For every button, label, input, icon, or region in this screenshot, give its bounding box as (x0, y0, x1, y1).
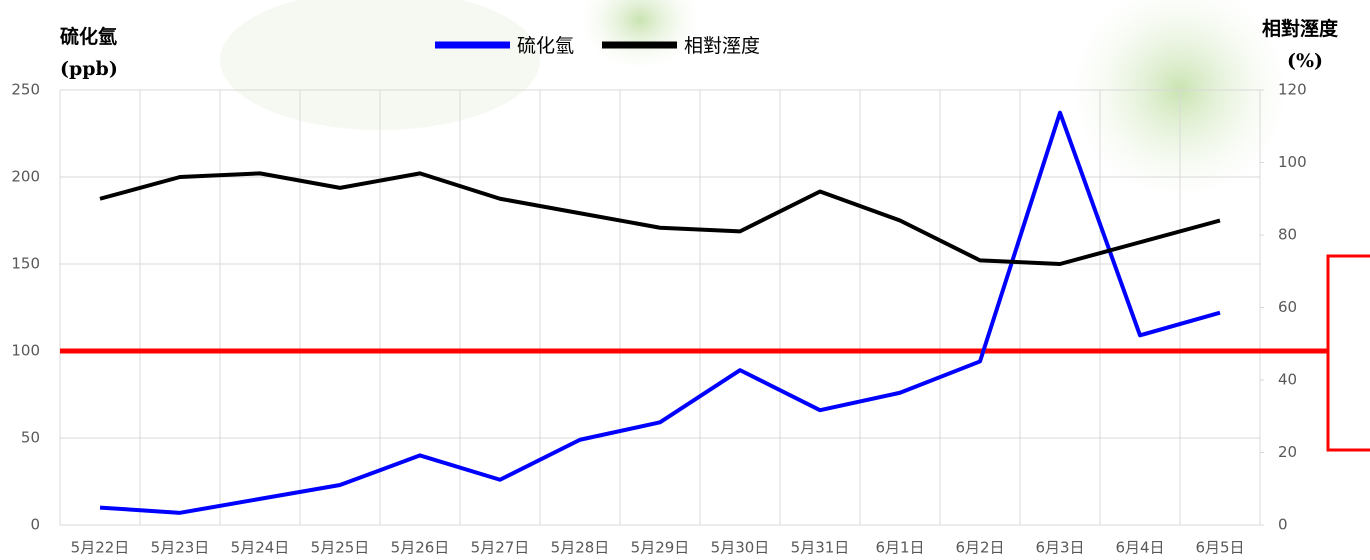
y2-tick-label: 40 (1278, 371, 1297, 389)
x-tick-label: 5月28日 (551, 539, 610, 557)
legend-label: 硫化氫 (517, 35, 574, 57)
chart: 硫化氫 (ppb) 相對溼度 (%) 0 50 100 150 200 250 0 20 40 6… (0, 0, 1370, 560)
x-tick-label: 5月22日 (71, 539, 130, 557)
x-tick-label: 5月24日 (231, 539, 290, 557)
legend-label: 相對溼度 (684, 35, 760, 57)
y-tick-label: 100 (11, 342, 40, 360)
x-tick-label: 5月30日 (711, 539, 770, 557)
y2-tick-label: 100 (1278, 153, 1307, 171)
y2-tick-label: 120 (1278, 81, 1307, 99)
y-axis-title: (ppb) (60, 58, 118, 80)
x-tick-label: 6月3日 (1035, 539, 1084, 557)
y2-tick-label: 60 (1278, 298, 1297, 316)
y-tick-label: 150 (11, 255, 40, 273)
x-tick-label: 6月2日 (955, 539, 1004, 557)
y-tick-label: 50 (21, 429, 40, 447)
y2-tick-label: 80 (1278, 226, 1297, 244)
x-tick-label: 5月27日 (471, 539, 530, 557)
y-axis-title: 硫化氫 (60, 25, 117, 48)
x-tick-label: 5月25日 (311, 539, 370, 557)
y-tick-label: 200 (11, 168, 40, 186)
y2-tick-label: 20 (1278, 443, 1297, 461)
x-tick-label: 5月31日 (791, 539, 850, 557)
y2-tick-label: 0 (1278, 516, 1288, 534)
y-tick-label: 0 (30, 516, 40, 534)
y-tick-label: 250 (11, 81, 40, 99)
y2-axis-title: 相對溼度 (1262, 17, 1339, 40)
x-tick-label: 5月26日 (391, 539, 450, 557)
x-tick-label: 6月1日 (875, 539, 924, 557)
x-tick-label: 6月4日 (1115, 539, 1164, 557)
x-tick-label: 5月29日 (631, 539, 690, 557)
x-tick-label: 6月5日 (1195, 539, 1244, 557)
page: 硫化氫 (ppb) 相對溼度 (%) 0 50 100 150 200 250 0 20 40 6… (0, 0, 1370, 560)
y2-axis-title: (%) (1287, 50, 1323, 72)
x-tick-label: 5月23日 (151, 539, 210, 557)
